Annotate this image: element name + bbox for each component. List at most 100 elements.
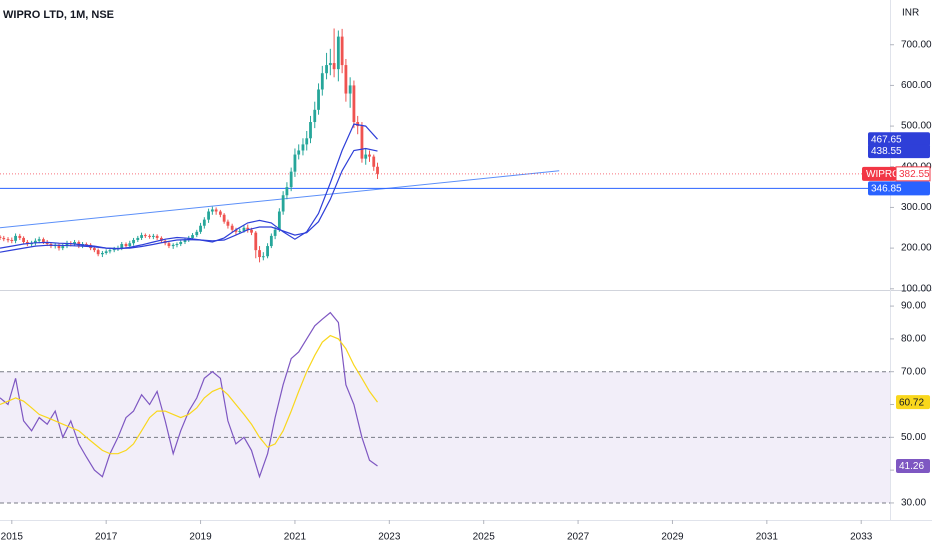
last-price-box xyxy=(895,166,931,182)
x-tick-label: 2033 xyxy=(850,532,873,543)
y-tick-label: 700.00 xyxy=(901,39,932,50)
candle-body xyxy=(37,239,41,241)
candle-body xyxy=(18,235,22,238)
candle-body xyxy=(356,122,360,127)
candle-body xyxy=(360,126,364,159)
candle-body xyxy=(368,154,371,157)
candle-body xyxy=(250,229,253,233)
candle-body xyxy=(277,211,281,230)
moving-average xyxy=(0,147,378,253)
value-label: 41.26 xyxy=(899,461,924,472)
candle-body xyxy=(222,214,226,222)
candle-body xyxy=(120,244,124,249)
x-tick-label: 2019 xyxy=(189,532,212,543)
candle-body xyxy=(301,144,305,151)
y-tick-label: 500.00 xyxy=(901,121,932,132)
candle-body xyxy=(155,235,159,238)
y-tick-label: 80.00 xyxy=(901,334,926,345)
candle-body xyxy=(254,232,258,251)
candle-body xyxy=(309,122,312,139)
chart-title: WIPRO LTD, 1M, NSE xyxy=(3,9,114,21)
candle-body xyxy=(143,235,147,237)
candle-body xyxy=(325,65,328,74)
candle-body xyxy=(0,236,2,238)
x-tick-label: 2031 xyxy=(756,532,779,543)
candle-body xyxy=(199,225,202,232)
candle-body xyxy=(297,150,301,155)
candle-body xyxy=(151,235,155,237)
candle-body xyxy=(104,251,108,253)
candle-body xyxy=(187,237,191,240)
candle-body xyxy=(305,138,309,145)
y-tick-label: 200.00 xyxy=(901,243,932,254)
candle-body xyxy=(171,244,175,247)
candle-body xyxy=(202,219,206,226)
candle-body xyxy=(183,239,187,243)
value-label: 438.55 xyxy=(871,146,902,157)
indicator-line xyxy=(0,334,378,455)
candle-body xyxy=(348,85,352,94)
candle-body xyxy=(136,237,140,240)
candle-body xyxy=(273,229,277,236)
candle-body xyxy=(332,63,336,70)
candle-body xyxy=(148,235,151,237)
symbol-label: WIPRO xyxy=(866,169,900,180)
candle-body xyxy=(207,211,210,220)
candle-body xyxy=(258,250,261,258)
candle-body xyxy=(179,242,183,245)
candle-body xyxy=(73,242,76,245)
candle-body xyxy=(128,243,132,247)
candle-body xyxy=(96,250,100,255)
candle-body xyxy=(320,73,324,90)
candle-body xyxy=(340,36,344,66)
indicator-line xyxy=(0,311,378,479)
value-label: 467.65 xyxy=(871,134,902,145)
currency-label: INR xyxy=(902,8,919,19)
candle-body xyxy=(61,246,65,249)
candle-body xyxy=(84,244,88,246)
candle-body xyxy=(230,225,234,230)
candle-body xyxy=(352,85,356,123)
candle-body xyxy=(234,229,238,232)
symbol-label-box xyxy=(862,166,896,181)
y-tick-label: 100.00 xyxy=(901,283,932,294)
value-label-box xyxy=(868,132,930,147)
candle-body xyxy=(218,211,222,215)
candle-body xyxy=(33,240,37,244)
candle-body xyxy=(57,244,61,249)
candle-body xyxy=(281,195,285,212)
candle-body xyxy=(285,187,289,196)
candle-body xyxy=(317,89,320,110)
candle-body xyxy=(293,154,297,172)
candle-body xyxy=(195,231,199,236)
candle-body xyxy=(45,242,49,245)
candle-body xyxy=(42,239,45,243)
x-tick-label: 2029 xyxy=(661,532,684,543)
candle-body xyxy=(92,248,96,251)
value-label-box xyxy=(868,144,930,159)
candle-body xyxy=(238,231,242,233)
y-tick-label: 300.00 xyxy=(901,202,932,213)
x-tick-label: 2021 xyxy=(284,532,307,543)
candle-body xyxy=(246,227,250,230)
candle-body xyxy=(269,235,273,247)
value-label: 346.85 xyxy=(871,184,902,195)
candle-body xyxy=(108,250,112,252)
candle-body xyxy=(210,209,214,212)
y-tick-label: 30.00 xyxy=(901,498,926,509)
value-label-box xyxy=(868,181,930,196)
value-label-box xyxy=(896,458,930,473)
candle-body xyxy=(175,244,179,246)
x-tick-label: 2017 xyxy=(95,532,118,543)
y-tick-label: 90.00 xyxy=(901,301,926,312)
candle-body xyxy=(376,166,379,174)
value-label: 60.72 xyxy=(899,397,924,408)
x-tick-label: 2025 xyxy=(473,532,496,543)
x-tick-label: 2015 xyxy=(1,532,24,543)
candle-body xyxy=(2,237,6,240)
candle-body xyxy=(344,65,348,94)
candle-body xyxy=(191,235,194,238)
candle-body xyxy=(132,239,135,244)
